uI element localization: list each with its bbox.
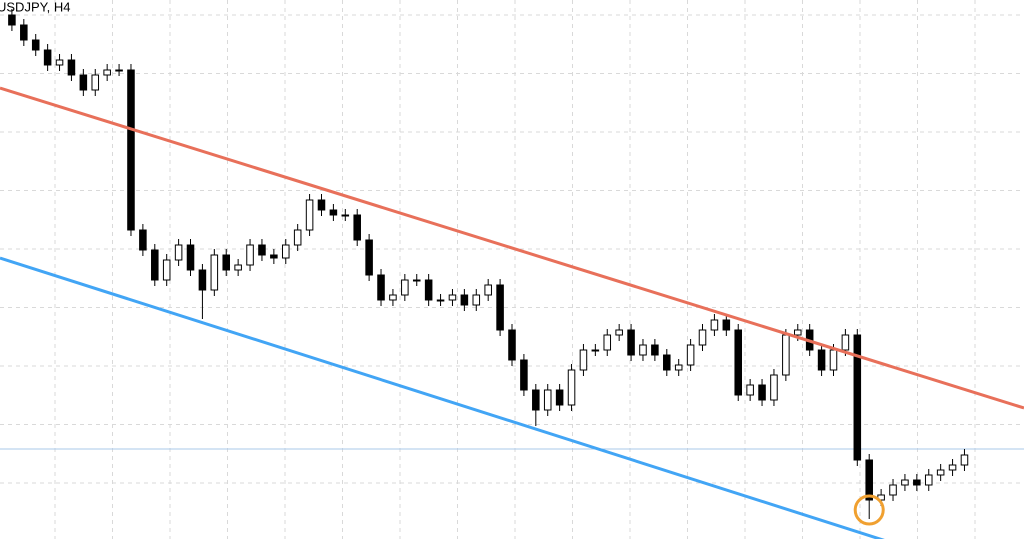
candle-body xyxy=(103,69,111,76)
candle-body xyxy=(817,349,826,371)
candle-body xyxy=(496,284,504,331)
candle-body xyxy=(127,69,135,231)
candle-body xyxy=(841,334,850,351)
candle-body xyxy=(936,469,945,476)
candle-body xyxy=(960,454,969,466)
candle-body xyxy=(234,264,242,271)
candle-body xyxy=(722,319,731,331)
candle-body xyxy=(162,259,171,281)
candle-body xyxy=(924,474,933,486)
candle-body xyxy=(663,354,671,371)
candle-body xyxy=(770,374,778,401)
trend-line xyxy=(0,86,1024,410)
candle-body xyxy=(567,369,576,406)
candle-body xyxy=(186,244,195,271)
candle-body xyxy=(293,229,302,246)
candle-body xyxy=(472,294,481,306)
candle-body xyxy=(377,274,385,301)
candle-body xyxy=(424,279,433,301)
candle-body xyxy=(55,59,64,66)
candle-body xyxy=(43,49,52,66)
candle-body xyxy=(948,464,957,471)
candle-body xyxy=(151,249,159,281)
candle-body xyxy=(889,484,897,496)
candle-body xyxy=(913,479,921,486)
candle-body xyxy=(329,209,338,216)
candle-body xyxy=(651,344,659,356)
candle-body xyxy=(353,214,361,241)
candle-body xyxy=(734,329,743,396)
candle-body xyxy=(639,344,647,356)
candle-body xyxy=(174,244,183,261)
candle-body xyxy=(258,244,266,256)
candle-body xyxy=(210,254,219,291)
candle-body xyxy=(281,244,290,259)
candle-body xyxy=(579,349,588,371)
candle-body xyxy=(412,279,421,282)
candle-body xyxy=(460,294,469,306)
candle-body xyxy=(865,459,873,501)
candle-body xyxy=(829,349,838,371)
candle-body xyxy=(555,389,564,406)
candle-body xyxy=(532,389,540,411)
candle-body xyxy=(710,319,719,331)
highlight-circle xyxy=(853,494,885,526)
candle-body xyxy=(758,384,766,401)
candle-body xyxy=(246,244,254,266)
candle-body xyxy=(782,334,790,376)
candle-body xyxy=(448,294,457,301)
candle-body xyxy=(79,74,88,91)
candle-body xyxy=(198,269,207,291)
candle-body xyxy=(674,364,683,371)
candle-body xyxy=(8,14,16,26)
candle-body xyxy=(484,284,492,296)
candle-body xyxy=(31,39,40,51)
candle-body xyxy=(91,74,100,91)
candle-body xyxy=(615,329,623,336)
candle-body xyxy=(139,229,147,251)
chart-title: USDJPY, H4 xyxy=(0,0,70,14)
candle-body xyxy=(341,214,350,217)
candle-body xyxy=(365,239,373,276)
candle-body xyxy=(698,329,707,346)
candle-body xyxy=(389,294,397,301)
candle-body xyxy=(591,349,600,352)
candle-body xyxy=(543,389,552,411)
candle-body xyxy=(222,254,231,271)
candle-body xyxy=(115,69,123,72)
candle-body xyxy=(317,199,326,211)
candle-body xyxy=(686,344,695,366)
candle-body xyxy=(627,329,635,356)
candle-body xyxy=(508,329,516,361)
candle-body xyxy=(270,254,278,259)
candle-body xyxy=(520,359,528,391)
candle-body xyxy=(746,384,754,396)
candle-body xyxy=(436,299,445,302)
candle-body xyxy=(67,59,76,76)
candle-body xyxy=(305,199,314,231)
candle-body xyxy=(853,334,862,461)
candle-body xyxy=(401,279,409,296)
candle-body xyxy=(603,334,612,351)
candle-body xyxy=(793,329,802,336)
trend-line xyxy=(0,256,885,539)
candle-body xyxy=(901,479,909,486)
candle-body xyxy=(20,24,28,41)
